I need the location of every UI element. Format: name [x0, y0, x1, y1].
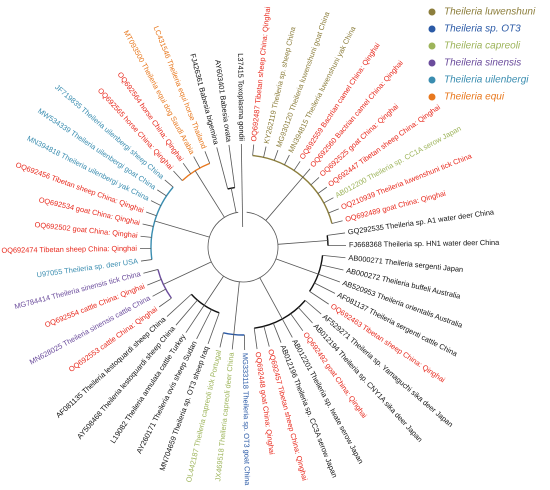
branch: [327, 232, 346, 236]
branch: [230, 188, 237, 213]
legend-label: Theileria capreoli: [444, 41, 521, 52]
branch: [259, 277, 283, 320]
legend-label: Theileria equi: [444, 92, 505, 103]
legend-swatch: [428, 59, 436, 67]
branch: [318, 273, 341, 283]
branch: [143, 269, 159, 274]
branch: [328, 208, 339, 214]
branch: [252, 144, 255, 156]
branch: [310, 177, 320, 186]
branch: [204, 151, 211, 164]
branch: [158, 297, 172, 308]
branch: [164, 179, 174, 188]
legend-label: Theileria sp. OT3: [444, 24, 521, 35]
branch: [290, 313, 304, 332]
branch: [253, 328, 258, 350]
branch: [277, 240, 328, 245]
branch: [152, 288, 166, 297]
leaf-label: L37415 Toxoplasma gondii: [236, 53, 246, 141]
branch: [304, 300, 322, 315]
branch: [203, 275, 224, 306]
branch: [293, 161, 301, 171]
branch: [320, 264, 344, 271]
branch: [323, 197, 334, 204]
branch: [302, 168, 311, 178]
branch: [317, 186, 328, 194]
branch: [216, 147, 229, 190]
branch: [145, 211, 157, 217]
branch: [240, 144, 244, 228]
branch: [150, 200, 162, 206]
branch: [284, 154, 290, 166]
legend-label: Theileria sinensis: [444, 58, 521, 69]
branch: [154, 220, 210, 238]
branch: [265, 176, 304, 221]
branch: [298, 307, 313, 324]
branch: [207, 312, 220, 345]
branch: [194, 170, 225, 218]
branch: [173, 170, 183, 181]
branch: [331, 220, 343, 224]
branch: [272, 323, 282, 343]
legend-swatch: [428, 25, 436, 33]
branch: [193, 156, 201, 169]
branch: [263, 326, 270, 347]
leaf-label: OQ692474 Tibetan sheep China: Qinghai: [1, 244, 137, 255]
branch: [309, 291, 329, 305]
legend-swatch: [428, 42, 436, 50]
branch: [142, 223, 154, 227]
branch: [231, 334, 235, 350]
leaf-label: MG333118 Theileria sp. OT3 goat China: [241, 353, 252, 486]
legend-swatch: [428, 76, 436, 84]
branch: [140, 259, 152, 262]
branch: [233, 281, 240, 335]
branch-arc: [150, 186, 174, 260]
branch: [228, 144, 236, 188]
branch: [263, 146, 267, 158]
branch-arc: [207, 211, 279, 283]
branch: [281, 318, 293, 338]
legend-label: Theileria uilenbergi: [444, 75, 529, 86]
branch: [185, 305, 205, 333]
leaf-label: FJ668368 Theileria sp. HN1 water deer Ch…: [349, 238, 500, 249]
branch: [157, 189, 167, 197]
branch: [322, 254, 346, 259]
branch: [314, 282, 336, 294]
legend-swatch: [428, 93, 436, 101]
legend-swatch: [428, 8, 436, 16]
branch: [219, 332, 224, 348]
branch: [147, 279, 162, 286]
branch: [275, 258, 319, 275]
legend-label: Theileria luwenshuni: [444, 7, 536, 18]
branch: [182, 162, 192, 174]
branch: [196, 309, 212, 340]
branch: [166, 293, 192, 317]
branch: [273, 149, 279, 161]
branch: [140, 235, 152, 238]
branch: [175, 299, 198, 326]
branch: [163, 261, 212, 285]
